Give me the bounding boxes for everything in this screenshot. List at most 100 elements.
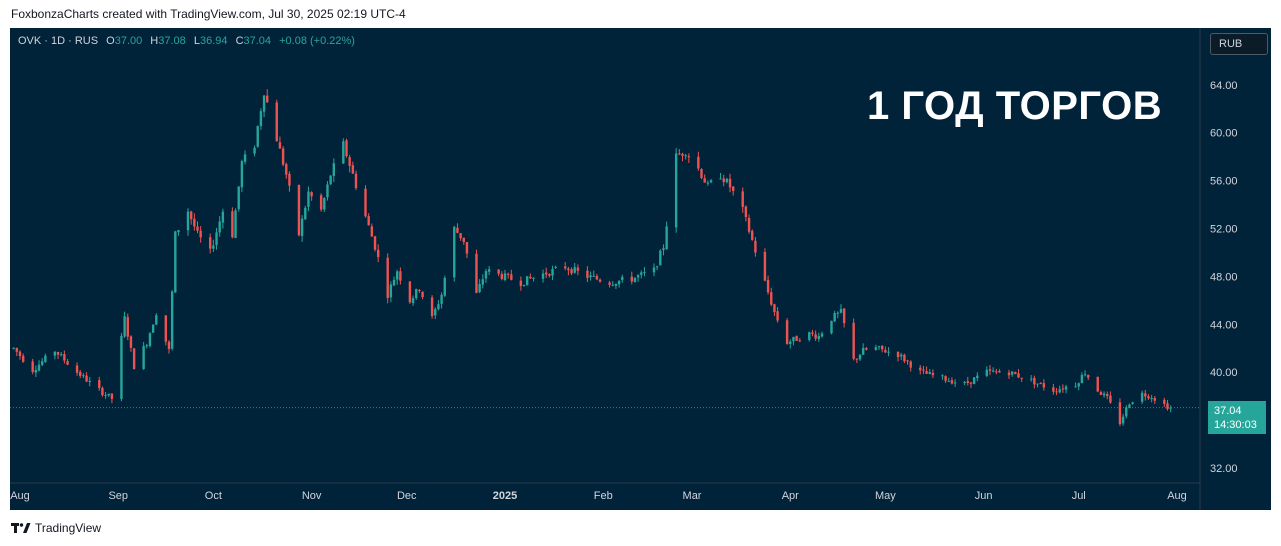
candle-body [611, 284, 614, 286]
candle-body [88, 380, 91, 382]
candle-body [763, 252, 767, 281]
candle-body [551, 268, 554, 276]
candle-body [364, 188, 367, 217]
candle-body [732, 186, 735, 191]
candle-body [567, 268, 570, 271]
candle-body [839, 308, 843, 313]
candle-body [304, 207, 307, 220]
candle-body [941, 375, 944, 377]
candle-body [1153, 398, 1157, 401]
candle-body [440, 294, 443, 304]
candle-body [75, 365, 79, 373]
candle-body [896, 351, 900, 358]
candle-body [564, 266, 567, 269]
candle-body [193, 218, 196, 227]
candle-body [310, 192, 313, 197]
candle-body [275, 102, 278, 142]
candle-body [215, 232, 218, 246]
candle-body [1007, 372, 1011, 376]
candle-body [82, 375, 85, 377]
candle-body [208, 237, 212, 249]
candle-body [196, 226, 199, 231]
candle-body [751, 230, 754, 240]
candle-body [766, 279, 770, 293]
candle-body [40, 361, 44, 365]
candle-body [884, 349, 887, 353]
candle-body [608, 282, 611, 285]
candle-body [21, 355, 25, 362]
candle-body [453, 226, 456, 278]
candle-body [659, 250, 662, 266]
candle-body [1169, 407, 1172, 409]
candle-body [98, 380, 101, 388]
candle-body [972, 377, 976, 385]
last-price-tag: 37.04 14:30:03 [1208, 401, 1266, 434]
candle-body [833, 313, 836, 322]
candle-body [598, 279, 602, 282]
candle-body [484, 271, 488, 279]
footer-brand[interactable]: TradingView [11, 521, 101, 535]
candle-body [1102, 393, 1106, 396]
candle-body [256, 126, 259, 147]
candlestick-chart[interactable]: 64.00 60.00 56.00 52.00 48.00 44.00 40.00 32.00… [10, 28, 1271, 510]
candle-body [830, 320, 833, 334]
candle-body [1118, 402, 1122, 425]
x-tick-label: 2025 [493, 490, 517, 502]
candle-body [1125, 407, 1128, 417]
candle-body [773, 304, 776, 313]
candle-body [525, 276, 529, 286]
candle-body [770, 292, 773, 305]
candle-body [332, 163, 336, 176]
candle-body [307, 191, 310, 207]
candle-body [415, 289, 418, 299]
symbol-label[interactable]: OVK · 1D · RUS [18, 35, 99, 47]
candle-body [877, 346, 881, 348]
candle-body [630, 276, 633, 282]
candle-body [421, 291, 424, 298]
candle-body [1109, 395, 1112, 403]
y-tick-label: 32.00 [1210, 463, 1238, 475]
candle-body [497, 269, 500, 274]
candle-body [126, 317, 129, 337]
candle-body [722, 178, 725, 183]
candle-body [969, 382, 973, 384]
candle-body [44, 355, 47, 362]
candle-body [396, 271, 399, 280]
candle-body [1140, 392, 1144, 402]
candle-body [991, 370, 995, 372]
candle-body [709, 180, 713, 183]
candle-body [1166, 403, 1169, 409]
candle-body [189, 211, 193, 220]
candle-body [1058, 389, 1061, 393]
candle-body [700, 168, 703, 178]
chart-panel[interactable]: 64.00 60.00 56.00 52.00 48.00 44.00 40.00 32.00… [10, 28, 1271, 510]
currency-button[interactable]: RUB [1210, 33, 1268, 55]
candle-body [148, 333, 152, 347]
x-tick-label: Dec [397, 490, 417, 502]
tradingview-logo-icon [11, 523, 31, 533]
candle-body [1121, 416, 1125, 424]
high-value: 37.08 [158, 35, 186, 47]
y-tick-label: 60.00 [1210, 128, 1238, 140]
candle-body [998, 371, 1001, 373]
candle-body [966, 381, 969, 383]
candle-body [367, 216, 370, 226]
candle-body [944, 376, 947, 381]
y-tick-label: 56.00 [1210, 176, 1238, 188]
candle-body [481, 279, 484, 285]
candle-body [1074, 386, 1077, 388]
x-tick-label: Mar [683, 490, 702, 502]
candle-body [1029, 378, 1033, 380]
high-key: H [150, 35, 159, 47]
candle-body [456, 227, 459, 233]
candle-body [63, 354, 66, 361]
low-key: L [193, 35, 200, 47]
candle-body [18, 351, 22, 357]
candle-body [234, 210, 237, 238]
candle-body [1033, 377, 1036, 385]
candle-body [617, 280, 621, 285]
candle-body [1150, 398, 1153, 400]
candle-body [110, 393, 114, 399]
candle-body [221, 211, 225, 223]
candle-body [697, 156, 700, 169]
